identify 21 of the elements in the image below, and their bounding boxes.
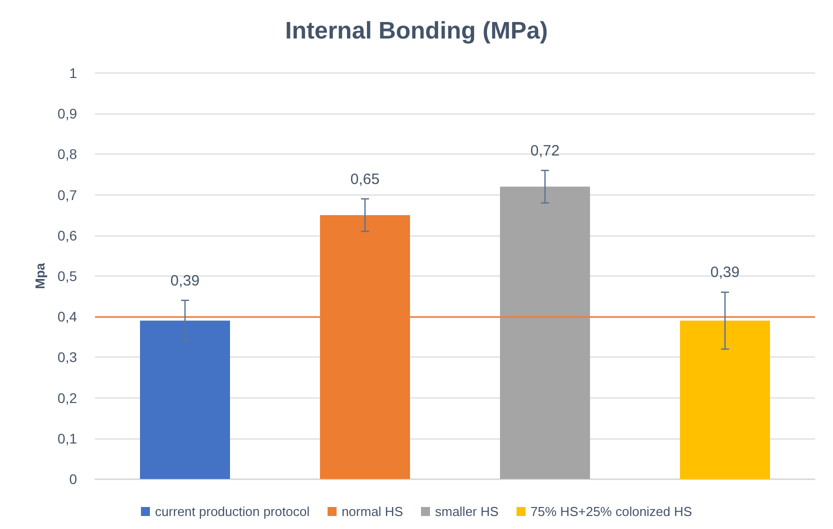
y-tick-label: 0	[69, 471, 78, 487]
data-label: 0,65	[350, 170, 380, 188]
data-label: 0,39	[710, 264, 740, 282]
y-tick-label: 1	[69, 65, 78, 81]
chart-title: Internal Bonding (MPa)	[285, 18, 548, 44]
data-label: 0,39	[170, 272, 200, 290]
y-tick-label: 0,6	[58, 227, 78, 244]
y-tick-label: 0,3	[58, 349, 78, 366]
legend-label: current production protocol	[154, 504, 310, 519]
legend-label: normal HS	[342, 504, 404, 519]
y-tick-label: 0,8	[58, 146, 78, 162]
y-tick-label: 0,2	[58, 390, 78, 406]
y-tick-label: 0,7	[58, 186, 78, 203]
legend-label: 75% HS+25% colonized HS	[530, 504, 692, 519]
y-tick-label: 0,4	[58, 308, 78, 325]
data-label: 0,72	[530, 142, 560, 160]
y-tick-label: 0,5	[58, 268, 78, 284]
y-tick-label: 0,1	[58, 430, 78, 446]
y-axis-title: Mpa	[32, 262, 48, 289]
legend-label: smaller HS	[434, 504, 499, 519]
y-tick-label: 0,9	[58, 106, 78, 122]
